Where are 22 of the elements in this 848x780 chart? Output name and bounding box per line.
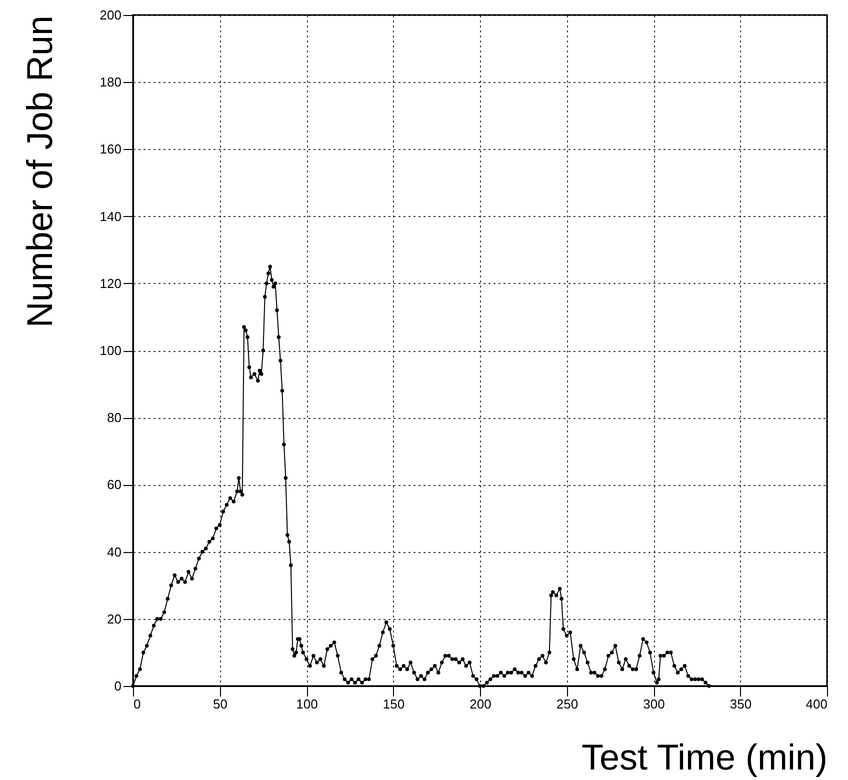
y-tick-label: 0 xyxy=(114,678,122,694)
y-tick-label: 60 xyxy=(107,477,122,492)
x-tick-label: 0 xyxy=(134,696,141,712)
y-tick-label: 100 xyxy=(100,343,122,358)
y-tick-label: 140 xyxy=(100,208,122,224)
x-tick-label: 150 xyxy=(382,696,405,712)
y-tick-label: 160 xyxy=(100,142,122,157)
x-axis-title: Test Time (min) xyxy=(581,736,828,778)
x-tick-label: 50 xyxy=(213,696,228,712)
y-tick-label: 180 xyxy=(100,74,122,90)
x-tick-label: 250 xyxy=(556,696,578,712)
x-tick-label: 350 xyxy=(730,696,752,712)
y-axis-title: Number of Job Run xyxy=(18,16,60,328)
x-tick-label: 200 xyxy=(470,696,492,712)
y-tick-label: 20 xyxy=(107,611,122,626)
y-tick-label: 120 xyxy=(100,276,122,291)
x-tick-label: 100 xyxy=(296,696,318,712)
x-tick-label: 400 xyxy=(806,696,828,712)
y-tick-label: 200 xyxy=(100,8,122,22)
y-tick-label: 80 xyxy=(107,410,122,426)
x-tick-label: 300 xyxy=(643,696,665,712)
y-tick-label: 40 xyxy=(107,544,122,560)
